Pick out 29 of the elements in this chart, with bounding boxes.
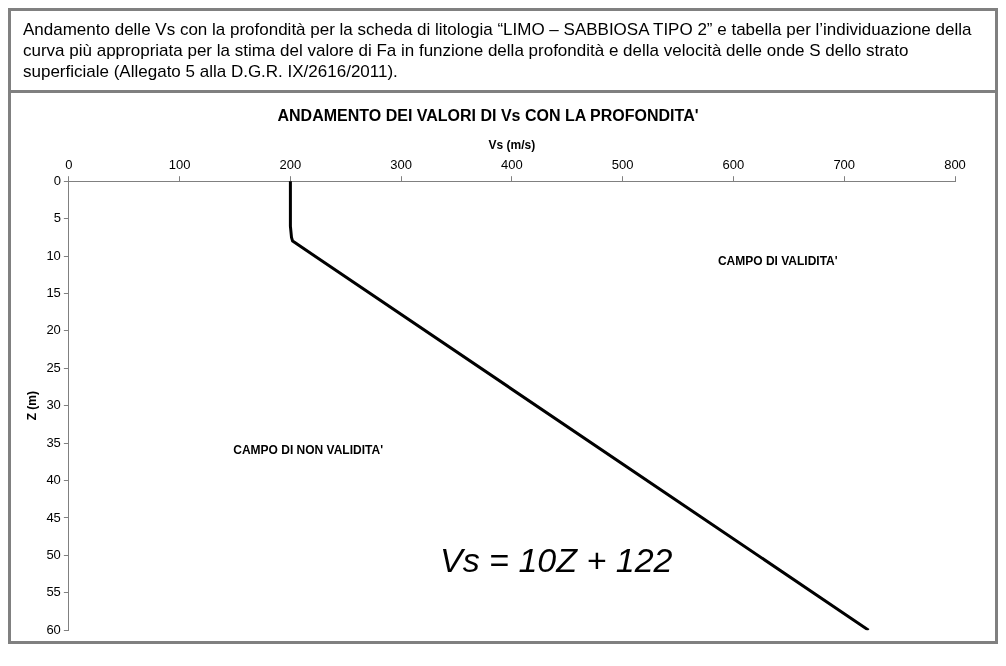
y-tick-label: 5 bbox=[53, 210, 61, 226]
x-tick-label: 700 bbox=[833, 156, 856, 172]
x-tick-label: 500 bbox=[611, 156, 634, 172]
annotation: Vs = 10Z + 122 bbox=[439, 541, 673, 580]
y-tick-label: 60 bbox=[46, 621, 61, 637]
y-axis-title: Z (m) bbox=[24, 391, 39, 421]
y-tick-label: 25 bbox=[46, 359, 61, 375]
y-tick-label: 10 bbox=[46, 247, 61, 263]
y-tick-label: 50 bbox=[46, 546, 61, 562]
y-tick-label: 15 bbox=[46, 285, 61, 301]
chart-title: ANDAMENTO DEI VALORI DI Vs CON LA PROFONDITA' bbox=[277, 107, 699, 125]
y-tick-label: 20 bbox=[46, 322, 61, 338]
y-tick-label: 40 bbox=[46, 472, 61, 488]
y-tick-label: 35 bbox=[46, 434, 61, 450]
annotation: CAMPO DI VALIDITA' bbox=[717, 254, 838, 269]
x-axis-title: Vs (m/s) bbox=[488, 137, 536, 152]
x-tick-label: 600 bbox=[722, 156, 745, 172]
text: Andamento delle Vs con la profondità per la scheda di litologia “LIMO – SABBIOSA TIPO 2” e tabella per l’individuazione della curva più appropriata per la stima del valore di Fa in funzione della profondità e della velocità delle onde S dello strato superficiale (Allegato 5 alla D.G.R. IX/2616/2011). bbox=[11, 11, 995, 93]
annotation: CAMPO DI NON VALIDITA' bbox=[233, 442, 384, 457]
y-tick-label: 55 bbox=[46, 584, 61, 600]
x-tick-label: 100 bbox=[168, 156, 191, 172]
x-tick-label: 200 bbox=[279, 156, 302, 172]
y-tick-label: 45 bbox=[46, 509, 61, 525]
x-tick-label: 0 bbox=[65, 156, 73, 172]
y-tick-label: 0 bbox=[53, 172, 61, 188]
x-tick-label: 300 bbox=[390, 156, 413, 172]
x-tick-label: 800 bbox=[944, 156, 966, 172]
x-tick-label: 400 bbox=[501, 156, 523, 172]
y-tick-label: 30 bbox=[46, 397, 61, 413]
